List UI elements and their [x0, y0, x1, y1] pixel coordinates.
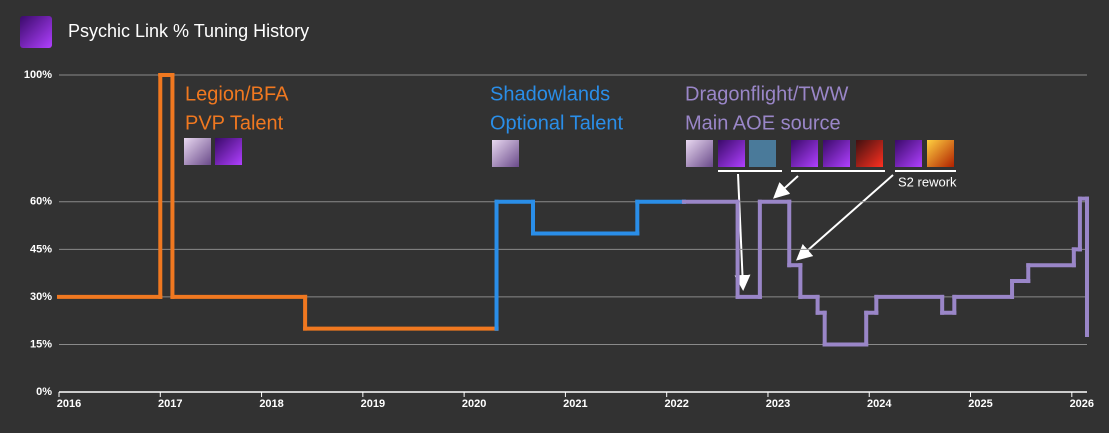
y-tick-label: 15%: [30, 338, 52, 350]
y-tick-label: 0%: [36, 386, 52, 398]
annotation: Shadowlands: [490, 83, 610, 105]
annotation: Optional Talent: [490, 112, 624, 134]
x-tick-label: 2022: [664, 398, 688, 410]
y-tick-label: 100%: [24, 69, 52, 81]
chart-title: Psychic Link % Tuning History: [68, 21, 309, 41]
icon: [686, 140, 713, 167]
icon: [895, 140, 922, 167]
icon: [856, 140, 883, 167]
x-tick-label: 2025: [968, 398, 992, 410]
annotation: Dragonflight/TWW: [685, 83, 848, 105]
arrow: [796, 174, 894, 261]
y-tick-label: 60%: [30, 196, 52, 208]
x-tick-label: 2026: [1070, 398, 1094, 410]
annotation: Main AOE source: [685, 112, 841, 134]
x-tick-label: 2021: [563, 398, 587, 410]
x-tick-label: 2016: [57, 398, 81, 410]
y-tick-label: 30%: [30, 291, 52, 303]
icon: [718, 140, 745, 167]
x-tick-label: 2023: [766, 398, 790, 410]
x-tick-label: 2018: [259, 398, 283, 410]
icons: [184, 138, 956, 291]
icon: [215, 138, 242, 165]
x-tick-label: 2019: [361, 398, 385, 410]
annotation: Legion/BFA: [185, 83, 289, 105]
title-icon: [20, 16, 52, 48]
x-tick-label: 2020: [462, 398, 486, 410]
annotation: PVP Talent: [185, 112, 284, 134]
icon: [184, 138, 211, 165]
x-tick-label: 2017: [158, 398, 182, 410]
annotation: S2 rework: [898, 174, 957, 189]
y-tick-label: 45%: [30, 243, 52, 255]
icon: [791, 140, 818, 167]
icon: [749, 140, 776, 167]
icon: [492, 140, 519, 167]
icon: [823, 140, 850, 167]
icon: [927, 140, 954, 167]
x-tick-label: 2024: [867, 398, 892, 410]
arrow: [734, 173, 751, 291]
arrow: [773, 175, 799, 199]
